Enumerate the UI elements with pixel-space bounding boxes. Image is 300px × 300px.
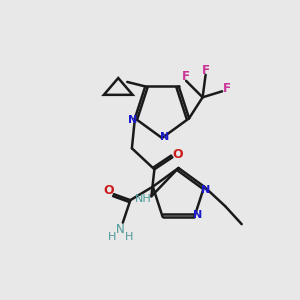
Text: N: N bbox=[116, 223, 124, 236]
Text: F: F bbox=[223, 82, 231, 95]
Text: F: F bbox=[202, 64, 210, 76]
Text: O: O bbox=[172, 148, 183, 161]
Text: NH: NH bbox=[135, 194, 152, 204]
Text: O: O bbox=[103, 184, 114, 197]
Text: N: N bbox=[128, 115, 137, 125]
Text: F: F bbox=[182, 70, 190, 83]
Text: N: N bbox=[193, 210, 202, 220]
Text: N: N bbox=[201, 185, 210, 195]
Text: N: N bbox=[160, 131, 169, 142]
Text: H: H bbox=[125, 232, 134, 242]
Text: H: H bbox=[108, 232, 116, 242]
